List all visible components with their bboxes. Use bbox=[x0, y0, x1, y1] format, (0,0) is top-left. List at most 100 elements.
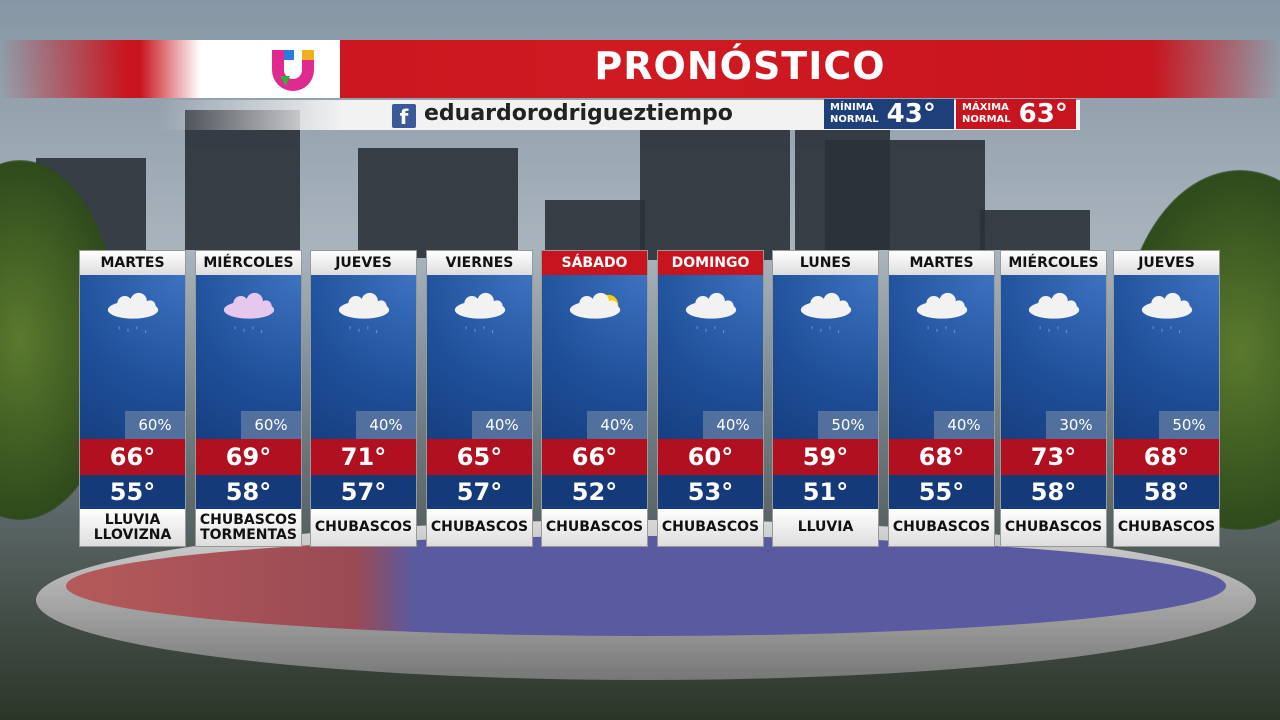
normal-max-label: MÁXIMA bbox=[962, 102, 1009, 113]
rain-cloud-icon bbox=[107, 292, 159, 334]
day-label: MIÉRCOLES bbox=[1001, 251, 1106, 275]
forecast-day-card: VIERNES 40% 65° 57° CHUBASCOS bbox=[426, 250, 533, 547]
precip-chance: 60% bbox=[125, 411, 185, 439]
low-temp: 58° bbox=[196, 475, 301, 509]
precip-chance: 50% bbox=[1159, 411, 1219, 439]
high-temp: 71° bbox=[311, 439, 416, 475]
weather-image: 50% bbox=[1114, 275, 1219, 439]
day-label: JUEVES bbox=[311, 251, 416, 275]
low-temp: 58° bbox=[1114, 475, 1219, 509]
rain-cloud-icon bbox=[685, 292, 737, 334]
day-label: MIÉRCOLES bbox=[196, 251, 301, 275]
condition-line-1: CHUBASCOS bbox=[661, 519, 760, 535]
facebook-icon: f bbox=[392, 104, 416, 129]
condition-line-1: CHUBASCOS bbox=[545, 519, 644, 535]
condition-line-1: LLUVIA bbox=[797, 519, 854, 535]
weather-image: 40% bbox=[542, 275, 647, 439]
sun-cloud-icon bbox=[569, 292, 621, 319]
condition-line-1: CHUBASCOS bbox=[199, 511, 298, 528]
forecast-day-card: DOMINGO 40% 60° 53° CHUBASCOS bbox=[657, 250, 764, 547]
day-label: LUNES bbox=[773, 251, 878, 275]
precip-chance: 60% bbox=[241, 411, 301, 439]
normal-max-value: 63° bbox=[1018, 99, 1068, 129]
condition-line-1: CHUBASCOS bbox=[430, 519, 529, 535]
condition-line-1: CHUBASCOS bbox=[1004, 519, 1103, 535]
weather-image: 60% bbox=[80, 275, 185, 439]
condition-line-1: CHUBASCOS bbox=[314, 519, 413, 535]
day-label: SÁBADO bbox=[542, 251, 647, 275]
weather-image: 40% bbox=[658, 275, 763, 439]
cloud-icon bbox=[454, 292, 506, 334]
forecast-day-card: JUEVES 40% 71° 57° CHUBASCOS bbox=[310, 250, 417, 547]
forecast-day-card: MARTES 60% 66° 55° LLUVIA LLOVIZNA bbox=[79, 250, 186, 547]
low-temp: 53° bbox=[658, 475, 763, 509]
condition: CHUBASCOS bbox=[1001, 509, 1106, 546]
rain-cloud-icon bbox=[800, 292, 852, 334]
forecast-day-card: JUEVES 50% 68° 58° CHUBASCOS bbox=[1113, 250, 1220, 547]
low-temp: 55° bbox=[80, 475, 185, 509]
condition-line-1: LLUVIA bbox=[104, 511, 161, 528]
low-temp: 52° bbox=[542, 475, 647, 509]
page-title: PRONÓSTICO bbox=[594, 44, 886, 88]
high-temp: 68° bbox=[1114, 439, 1219, 475]
condition: CHUBASCOS bbox=[658, 509, 763, 546]
condition: LLUVIA LLOVIZNA bbox=[80, 509, 185, 546]
condition-line-2: LLOVIZNA bbox=[93, 526, 172, 543]
condition: CHUBASCOS bbox=[542, 509, 647, 546]
day-label: JUEVES bbox=[1114, 251, 1219, 275]
normal-min: MÍNIMA NORMAL 43° bbox=[824, 99, 954, 129]
high-temp: 66° bbox=[80, 439, 185, 475]
forecast-day-card: SÁBADO 40% 66° 52° CHUBASCOS bbox=[541, 250, 648, 547]
forecast-day-card: LUNES 50% 59° 51° LLUVIA bbox=[772, 250, 879, 547]
weather-image: 40% bbox=[889, 275, 994, 439]
day-label: MARTES bbox=[889, 251, 994, 275]
day-label: MARTES bbox=[80, 251, 185, 275]
day-label: VIERNES bbox=[427, 251, 532, 275]
rain-cloud-icon bbox=[1028, 292, 1080, 334]
precip-chance: 30% bbox=[1046, 411, 1106, 439]
condition: CHUBASCOS bbox=[1114, 509, 1219, 546]
condition-line-1: CHUBASCOS bbox=[1117, 519, 1216, 535]
low-temp: 55° bbox=[889, 475, 994, 509]
high-temp: 73° bbox=[1001, 439, 1106, 475]
forecast-day-card: MARTES 40% 68° 55° CHUBASCOS bbox=[888, 250, 995, 547]
rain-cloud-icon bbox=[1141, 292, 1193, 334]
precip-chance: 40% bbox=[703, 411, 763, 439]
day-label: DOMINGO bbox=[658, 251, 763, 275]
weather-image: 40% bbox=[427, 275, 532, 439]
low-temp: 57° bbox=[311, 475, 416, 509]
condition: CHUBASCOS bbox=[311, 509, 416, 546]
normal-min-label: MÍNIMA bbox=[830, 102, 874, 113]
precip-chance: 40% bbox=[356, 411, 416, 439]
social-handle: eduardorodrigueztiempo bbox=[424, 101, 733, 126]
weather-image: 30% bbox=[1001, 275, 1106, 439]
platform-top bbox=[66, 536, 1226, 636]
weather-image: 60% bbox=[196, 275, 301, 439]
condition-line-1: CHUBASCOS bbox=[892, 519, 991, 535]
weather-image: 50% bbox=[773, 275, 878, 439]
high-temp: 69° bbox=[196, 439, 301, 475]
normal-min-label-2: NORMAL bbox=[830, 114, 879, 125]
low-temp: 51° bbox=[773, 475, 878, 509]
normal-max-label-2: NORMAL bbox=[962, 114, 1011, 125]
univision-logo bbox=[272, 50, 314, 91]
rain-cloud-icon bbox=[916, 292, 968, 334]
condition-line-2: TORMENTAS bbox=[200, 526, 297, 543]
high-temp: 59° bbox=[773, 439, 878, 475]
precip-chance: 50% bbox=[818, 411, 878, 439]
thunderstorm-cloud-icon bbox=[223, 292, 275, 334]
precip-chance: 40% bbox=[587, 411, 647, 439]
normal-min-value: 43° bbox=[886, 99, 936, 129]
normal-max: MÁXIMA NORMAL 63° bbox=[956, 99, 1076, 129]
precip-chance: 40% bbox=[934, 411, 994, 439]
high-temp: 66° bbox=[542, 439, 647, 475]
rain-cloud-icon bbox=[338, 292, 390, 334]
low-temp: 57° bbox=[427, 475, 532, 509]
forecast-day-card: MIÉRCOLES 30% 73° 58° CHUBASCOS bbox=[1000, 250, 1107, 547]
forecast-day-card: MIÉRCOLES 60% 69° 58° CHUBASCOS TORMENTAS bbox=[195, 250, 302, 547]
condition: CHUBASCOS TORMENTAS bbox=[196, 509, 301, 546]
condition: CHUBASCOS bbox=[427, 509, 532, 546]
condition: LLUVIA bbox=[773, 509, 878, 546]
high-temp: 68° bbox=[889, 439, 994, 475]
condition: CHUBASCOS bbox=[889, 509, 994, 546]
